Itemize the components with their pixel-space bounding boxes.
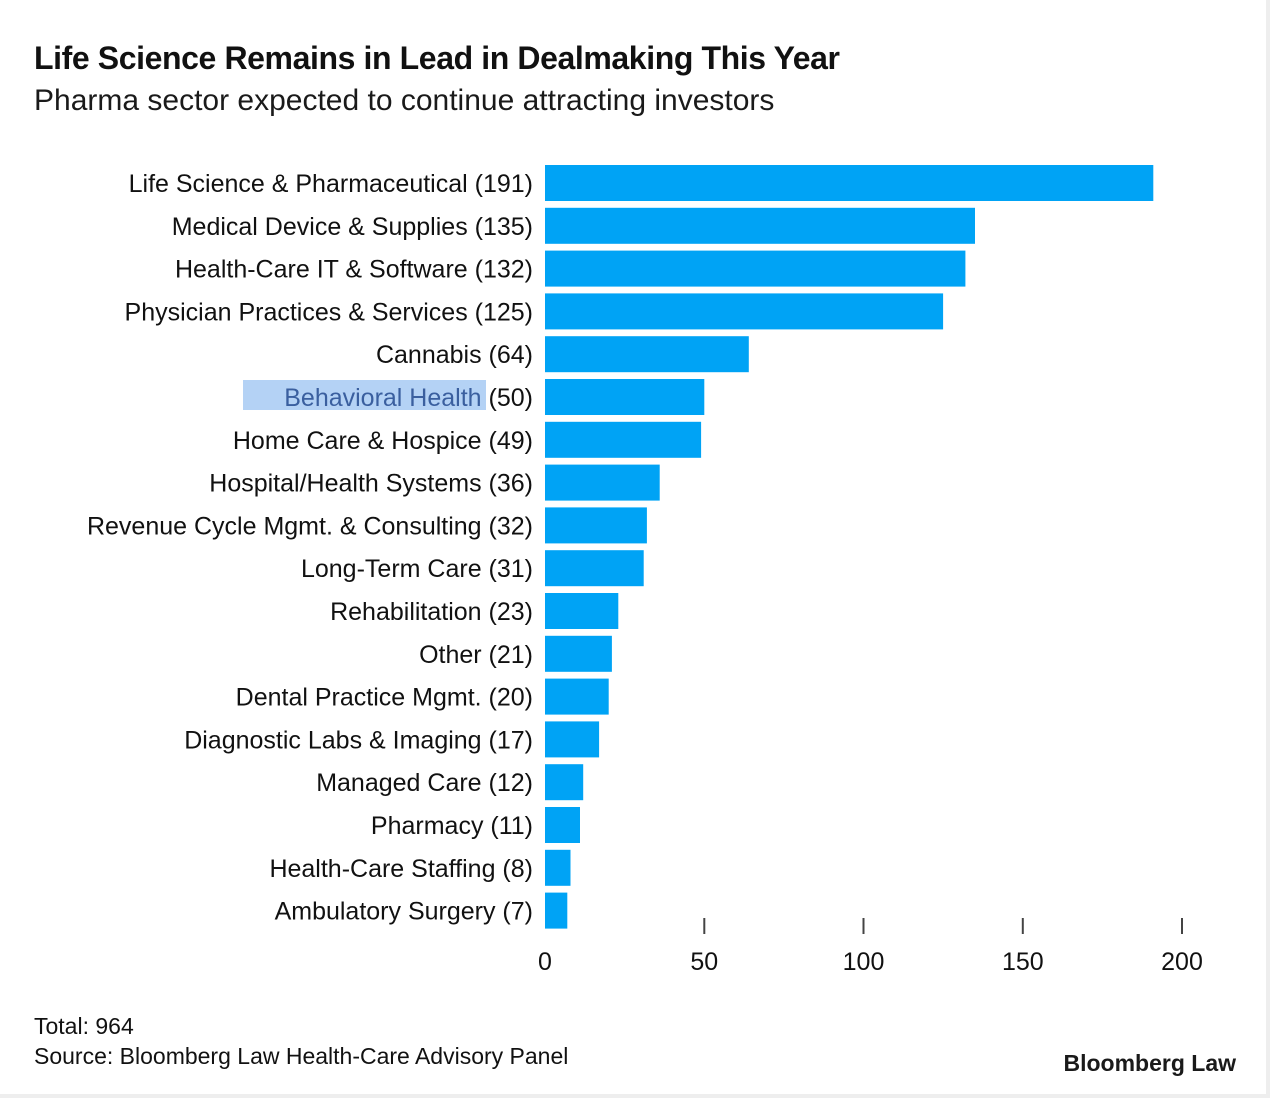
bar [545, 421, 702, 458]
category-label: Pharmacy (11) [371, 812, 533, 840]
category-label: Health-Care Staffing (8) [269, 855, 533, 883]
x-tick-label: 0 [538, 948, 552, 976]
bar [545, 892, 568, 929]
bar [545, 464, 660, 501]
bar [545, 293, 944, 330]
category-label: Other (21) [419, 641, 533, 669]
total-note: Total: 964 [34, 1013, 134, 1039]
text-selection-highlight [243, 380, 486, 410]
x-tick-label: 150 [1002, 948, 1044, 976]
bar [545, 807, 580, 843]
bar [545, 635, 612, 672]
x-tick-label: 100 [843, 948, 885, 976]
bar [545, 764, 584, 801]
chart-title: Life Science Remains in Lead in Dealmaki… [34, 40, 840, 76]
bar [545, 379, 705, 415]
category-label: Diagnostic Labs & Imaging (17) [184, 726, 533, 754]
category-label: Health-Care IT & Software (132) [175, 256, 533, 284]
category-label: Medical Device & Supplies (135) [172, 213, 533, 241]
bar [545, 849, 571, 886]
category-label: Dental Practice Mgmt. (20) [236, 684, 533, 712]
category-label: Life Science & Pharmaceutical (191) [129, 170, 533, 198]
category-label: Cannabis (64) [376, 341, 533, 369]
bar [545, 250, 966, 287]
bar [545, 165, 1154, 201]
source-note: Source: Bloomberg Law Health-Care Adviso… [34, 1043, 569, 1069]
bar [545, 336, 749, 373]
bar [545, 550, 644, 587]
category-label: Physician Practices & Services (125) [125, 298, 533, 326]
chart-subtitle: Pharma sector expected to continue attra… [34, 84, 775, 117]
bar-chart: Life Science & Pharmaceutical (191) Medic… [87, 165, 1203, 976]
category-label: Hospital/Health Systems (36) [209, 470, 533, 498]
category-label: Behavioral Health (50) [284, 384, 533, 412]
category-label: Managed Care (12) [316, 769, 533, 797]
category-label: Long-Term Care (31) [301, 555, 533, 583]
category-label: Rehabilitation (23) [330, 598, 533, 626]
bar [545, 207, 975, 244]
bar [545, 507, 647, 544]
bloomberg-law-logo: Bloomberg Law [1063, 1050, 1236, 1076]
x-tick-label: 200 [1161, 948, 1203, 976]
bar [545, 678, 609, 715]
x-tick-label: 50 [690, 948, 718, 976]
bar [545, 721, 600, 758]
category-label: Revenue Cycle Mgmt. & Consulting (32) [87, 512, 533, 540]
category-label: Home Care & Hospice (49) [233, 427, 533, 455]
category-label: Ambulatory Surgery (7) [275, 898, 533, 926]
bar [545, 593, 619, 629]
